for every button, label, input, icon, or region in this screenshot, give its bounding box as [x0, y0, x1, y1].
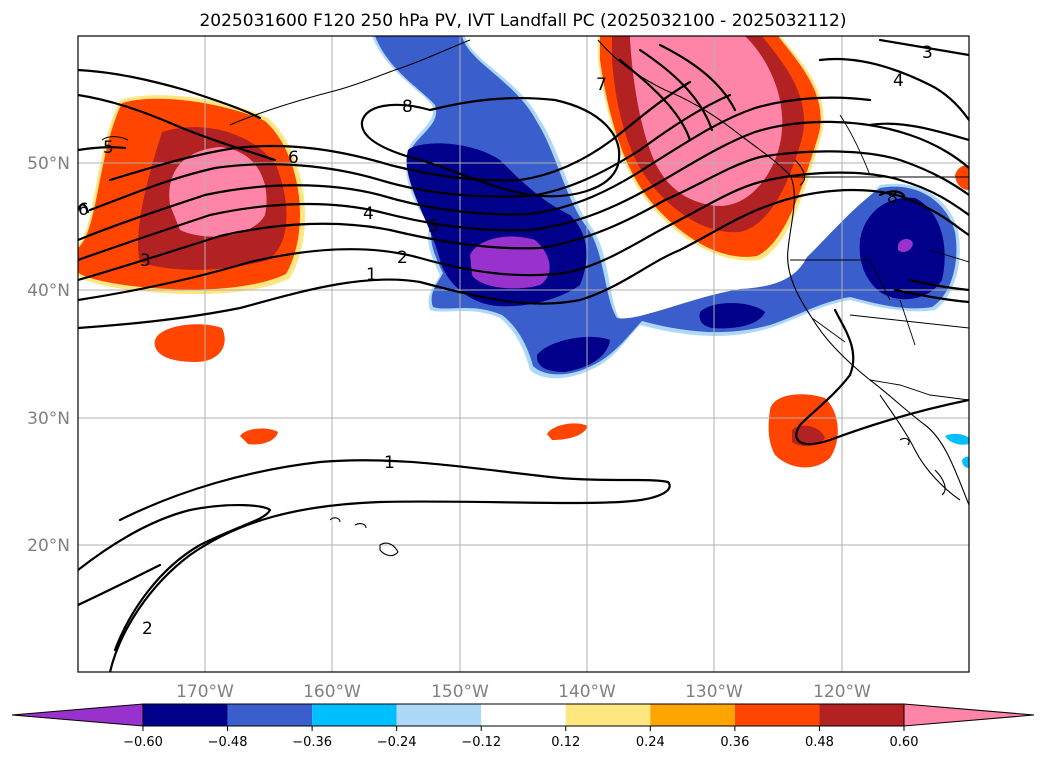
colorbar-segment — [819, 704, 904, 726]
contour-label: 1 — [384, 453, 395, 473]
colorbar-segment — [565, 704, 651, 726]
x-tick-label: 130°W — [685, 682, 743, 702]
colorbar-tick-label: 0.36 — [720, 735, 749, 750]
colorbar-segment — [734, 704, 820, 726]
colorbar-tick-label: 0.48 — [805, 735, 834, 750]
colorbar-tick-label: −0.48 — [208, 735, 248, 750]
colorbar-extend-low — [11, 703, 144, 727]
colorbar-tick-label: −0.60 — [123, 735, 163, 750]
contour-label: 5 — [103, 138, 114, 158]
colorbar-segment — [312, 704, 397, 726]
y-tick-label: 20°N — [27, 536, 70, 556]
contour-label: 6 — [78, 200, 89, 220]
colorbar: −0.60 −0.48 −0.36 −0.24 −0.12 0.12 0.24 0.36 0.4… — [11, 703, 1035, 750]
colorbar-frame — [142, 703, 905, 727]
colorbar-segment — [650, 704, 735, 726]
pv-contours — [78, 38, 969, 672]
x-tick-label: 170°W — [176, 682, 234, 702]
positive-anomaly-small — [154, 165, 969, 468]
colorbar-segment — [396, 704, 482, 726]
colorbar-tick-label: 0.24 — [636, 735, 665, 750]
contour-label: 3 — [140, 251, 151, 271]
contour-labels: 1 2 3 4 5 6 7 8 1 2 5 6 4 3 8 — [78, 43, 933, 639]
contour-label: 7 — [596, 75, 607, 95]
map-panel: 1 2 3 4 5 6 7 8 1 2 5 6 4 3 8 — [78, 36, 969, 672]
x-tick-label: 160°W — [303, 682, 361, 702]
colorbar-segment — [481, 704, 566, 726]
colorbar-segment — [227, 704, 313, 726]
x-tick-label: 150°W — [431, 682, 489, 702]
y-tick-label: 40°N — [27, 281, 70, 301]
colorbar-extend-high — [903, 703, 1035, 727]
colorbar-tick-label: −0.36 — [292, 735, 332, 750]
positive-anomaly-west — [78, 95, 306, 295]
y-axis-labels: 50°N 40°N 30°N 20°N — [27, 154, 70, 556]
x-tick-label: 140°W — [558, 682, 616, 702]
colorbar-tick-label: −0.12 — [461, 735, 501, 750]
contour-label: 5 — [428, 217, 439, 237]
contour-label: 2 — [397, 248, 408, 268]
colorbar-tick-label: 0.60 — [890, 735, 919, 750]
colorbar-tick-label: −0.24 — [377, 735, 417, 750]
x-tick-label: 120°W — [813, 682, 871, 702]
contour-label: 8 — [887, 188, 898, 208]
x-axis-labels: 170°W 160°W 150°W 140°W 130°W 120°W — [176, 682, 871, 702]
colorbar-segment — [143, 704, 228, 726]
graticule — [78, 36, 969, 672]
contour-label: 2 — [142, 619, 153, 639]
map-frame — [77, 35, 970, 673]
contour-label: 1 — [366, 265, 377, 285]
contour-label: 4 — [363, 204, 374, 224]
colorbar-tick-label: 0.12 — [551, 735, 580, 750]
contour-label: 3 — [922, 43, 933, 63]
map-title: 2025031600 F120 250 hPa PV, IVT Landfall… — [199, 11, 846, 31]
contour-label: 4 — [893, 71, 904, 91]
y-tick-label: 50°N — [27, 154, 70, 174]
contour-label: 6 — [288, 148, 299, 168]
contour-label: 8 — [402, 97, 413, 117]
y-tick-label: 30°N — [27, 409, 70, 429]
